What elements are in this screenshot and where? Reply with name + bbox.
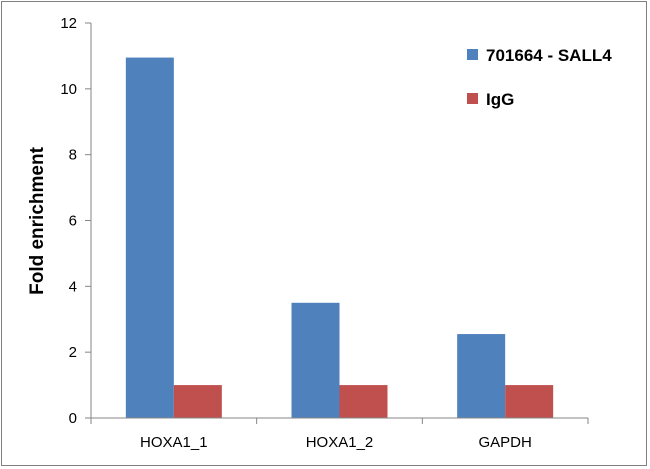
y-tick-label: 10 xyxy=(60,81,77,98)
bar-igg-hoxa1-2 xyxy=(339,385,388,418)
y-tick-label: 4 xyxy=(69,278,77,295)
x-ticks-group: HOXA1_1 HOXA1_2 GAPDH xyxy=(90,418,589,451)
y-tick-label: 12 xyxy=(60,15,77,32)
y-tick-label: 2 xyxy=(69,344,77,361)
bars-group xyxy=(125,57,554,418)
legend-label: IgG xyxy=(486,90,514,109)
legend-label: 701664 - SALL4 xyxy=(486,46,612,65)
x-tick-label: GAPDH xyxy=(478,434,531,451)
legend-swatch xyxy=(467,49,478,60)
legend: 701664 - SALL4 IgG xyxy=(467,46,612,109)
legend-swatch xyxy=(467,93,478,104)
y-tick-label: 8 xyxy=(69,147,77,164)
bar-sall4-hoxa1-2 xyxy=(291,302,340,418)
bar-igg-hoxa1-1 xyxy=(173,385,222,418)
y-axis-label: Fold enrichment xyxy=(27,146,48,294)
bar-sall4-gapdh xyxy=(457,334,506,418)
x-tick-label: HOXA1_2 xyxy=(306,434,374,451)
y-tick-label: 6 xyxy=(69,213,77,230)
bar-sall4-hoxa1-1 xyxy=(125,57,174,418)
x-tick-label: HOXA1_1 xyxy=(140,434,208,451)
y-tick-label: 0 xyxy=(69,410,77,427)
y-ticks-group: 0 2 4 6 8 10 12 xyxy=(60,15,91,427)
bar-igg-gapdh xyxy=(505,385,554,418)
